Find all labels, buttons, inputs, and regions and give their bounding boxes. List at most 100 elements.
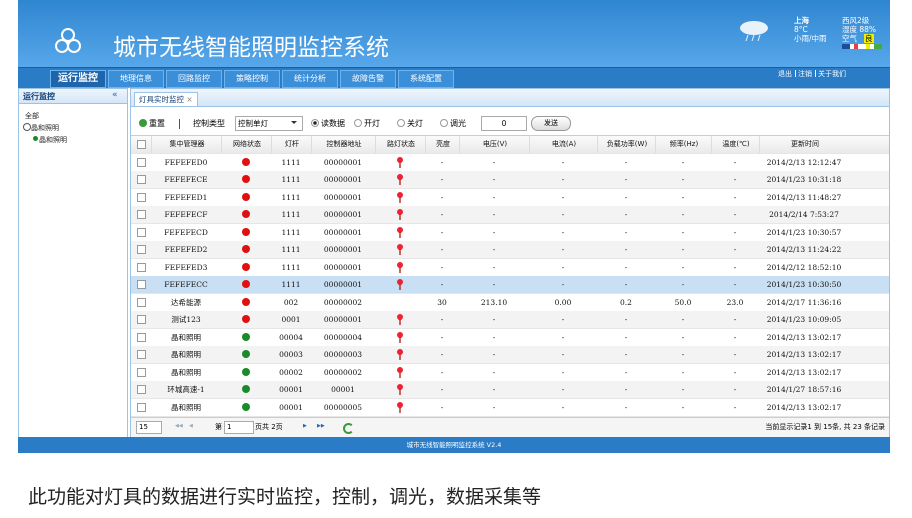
lamp-svg [397, 279, 403, 290]
pager-nav[interactable]: ◀ [189, 423, 193, 429]
table-row[interactable]: FEFEFECC 1111 00000001 - - - - - - 2014/1/23 10:3… [131, 276, 889, 294]
radio[interactable] [311, 119, 319, 127]
value: - [681, 332, 685, 342]
radio[interactable] [440, 119, 448, 127]
table-row[interactable]: FEFEFED2 1111 00000001 - - - - - - 2014/2/13 11:2… [131, 241, 889, 259]
table-row[interactable]: 晶和照明 00002 00000002 - - - - - - 2014/2/13 13:02:1… [131, 363, 889, 382]
table-row[interactable]: 达希能源 002 00000002 30 213.10 0.00 0.2 50.0 23.0 20… [131, 293, 889, 312]
nav-item[interactable]: 地理信息 [108, 70, 164, 88]
value: - [440, 367, 444, 377]
checkbox[interactable] [137, 262, 146, 272]
page-input[interactable]: 1 [224, 421, 254, 434]
lamp-icon [397, 314, 403, 325]
table-row[interactable]: 晶和照明 00004 00000004 - - - - - - 2014/2/13 13:02:1… [131, 328, 889, 347]
control-type-select[interactable]: 控制单灯 [235, 116, 303, 131]
value: - [561, 315, 565, 324]
value: - [733, 262, 737, 272]
checkbox[interactable] [137, 385, 146, 394]
net-status [221, 381, 271, 398]
checkbox[interactable] [137, 210, 146, 219]
collapse-button[interactable]: « [112, 90, 118, 100]
lamp-icon [397, 279, 403, 290]
pager-nav[interactable]: ◀◀ [175, 423, 183, 429]
reset-button[interactable]: 重置 [149, 119, 165, 128]
checkbox[interactable] [137, 402, 146, 412]
table-row[interactable]: 晶和照明 00003 00000003 - - - - - - 2014/2/13 13:02:1… [131, 346, 889, 364]
checkbox[interactable] [137, 350, 146, 359]
checkbox[interactable] [137, 227, 146, 237]
net-status [221, 154, 271, 171]
nav-item[interactable]: 统计分析 [282, 70, 338, 88]
weather-air-label: 空气 [842, 34, 857, 43]
sidebar: 运行监控 « 全部 晶和照明 晶和照明 [18, 88, 128, 438]
lamp-status [375, 329, 425, 346]
radio-label[interactable]: 关灯 [407, 119, 423, 128]
dim-input[interactable]: 0 [481, 116, 527, 131]
table-row[interactable]: 测试123 0001 00000001 - - - - - - 2014/1/23 10:09:0… [131, 311, 889, 329]
tab[interactable]: 灯具实时监控 × [134, 92, 198, 106]
value: - [681, 245, 685, 254]
time: 2014/2/13 13:02:17 [766, 367, 842, 377]
checkbox[interactable] [137, 332, 146, 342]
status-dot [242, 210, 250, 218]
table-row[interactable]: FEFEFECF 1111 00000001 - - - - - - 2014/2/14 7:53… [131, 206, 889, 224]
checkbox[interactable] [137, 157, 146, 167]
time: 2014/2/13 13:02:17 [766, 350, 842, 359]
radio[interactable] [354, 119, 362, 127]
page-size[interactable]: 15 [136, 421, 162, 434]
refresh-icon[interactable] [343, 423, 354, 434]
nav-item[interactable]: 系统配置 [398, 70, 454, 88]
checkbox[interactable] [137, 245, 146, 254]
lamp-status [375, 154, 425, 171]
pager-nav[interactable]: ▶▶ [317, 423, 325, 429]
table-row[interactable]: FEFEFECD 1111 00000001 - - - - - - 2014/1/23 10:3… [131, 223, 889, 242]
table-row[interactable]: 环城高速-1 00001 00001 - - - - - - 2014/1/27 18:57:16 [131, 381, 889, 399]
table-row[interactable]: FEFEFED0 1111 00000001 - - - - - - 2014/2/13 12:1… [131, 153, 889, 172]
address: 00000001 [323, 262, 363, 272]
nav-item[interactable]: 运行监控 [50, 70, 106, 88]
tree-item[interactable]: 全部 [25, 112, 39, 120]
top-link[interactable]: 退出 [778, 70, 792, 78]
lamp-svg [397, 209, 403, 220]
checkbox[interactable] [137, 367, 146, 377]
status-dot [242, 175, 250, 183]
checkbox[interactable] [137, 175, 146, 184]
status-dot [242, 245, 250, 253]
footer: 城市无线智能照明监控系统 V2.4 [18, 437, 890, 453]
tree-item[interactable]: 晶和照明 [39, 136, 67, 144]
air-scale [842, 44, 882, 49]
lamp-icon [397, 244, 403, 255]
table-row[interactable]: FEFEFED1 1111 00000001 - - - - - - 2014/2/13 11:4… [131, 188, 889, 207]
checkbox[interactable] [137, 192, 146, 202]
checkbox[interactable] [137, 297, 146, 307]
checkbox[interactable] [137, 280, 146, 289]
nav-item[interactable]: 故障告警 [340, 70, 396, 88]
lamp-status [375, 206, 425, 223]
nav-item[interactable]: 回路监控 [166, 70, 222, 88]
pager-nav[interactable]: ▶ [303, 423, 307, 429]
value: 23.0 [726, 297, 744, 307]
address: 00000005 [323, 402, 363, 412]
weather-icon [740, 21, 768, 42]
top-link[interactable]: 注销 [798, 70, 812, 78]
radio[interactable] [397, 119, 405, 127]
table-row[interactable]: FEFEFED3 1111 00000001 - - - - - - 2014/2/12 18:5… [131, 258, 889, 277]
pole: 00003 [279, 350, 303, 359]
radio-label[interactable]: 开灯 [364, 119, 380, 128]
value: - [624, 367, 628, 377]
send-button[interactable]: 发送 [531, 116, 571, 131]
tab-close[interactable]: × [186, 95, 193, 104]
checkbox[interactable] [137, 315, 146, 324]
radio-label[interactable]: 读数据 [321, 119, 345, 128]
table-row[interactable]: 晶和照明 00001 00000005 - - - - - - 2014/2/13 13:02:1… [131, 398, 889, 417]
time: 2014/1/23 10:09:05 [766, 315, 842, 324]
table-row[interactable]: FEFEFECE 1111 00000001 - - - - - - 2014/1/23 10:3… [131, 171, 889, 189]
nav-item[interactable]: 策略控制 [224, 70, 280, 88]
top-link[interactable]: 关于我们 [818, 70, 846, 78]
checkbox[interactable] [137, 140, 146, 149]
net-status [221, 399, 271, 416]
status-dot [242, 280, 250, 288]
radio-label[interactable]: 调光 [450, 119, 466, 128]
tree-item[interactable]: 晶和照明 [31, 124, 59, 132]
value: - [733, 385, 737, 394]
